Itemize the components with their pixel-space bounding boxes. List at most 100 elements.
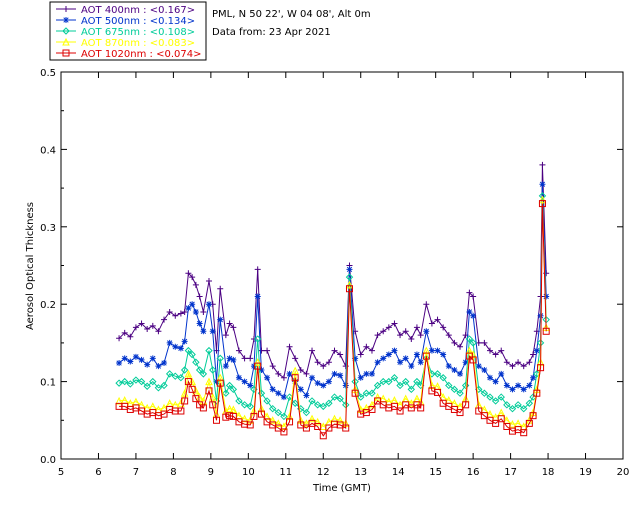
y-tick-label: 0.0	[40, 455, 56, 466]
data-point	[466, 289, 473, 296]
data-point	[177, 407, 185, 415]
data-point	[241, 378, 248, 385]
data-point	[189, 301, 196, 308]
data-point	[274, 419, 283, 427]
data-point	[177, 374, 185, 382]
series-1	[116, 161, 550, 381]
data-point	[445, 332, 452, 339]
data-point	[216, 373, 225, 382]
data-point	[216, 354, 224, 363]
y-tick-label: 0.1	[40, 378, 56, 389]
data-point	[291, 374, 299, 382]
data-point	[200, 308, 207, 315]
data-point	[368, 405, 376, 413]
data-point	[115, 396, 123, 405]
data-point	[475, 363, 482, 370]
data-point	[422, 354, 431, 363]
data-point	[434, 316, 441, 323]
data-point	[515, 382, 522, 389]
data-point	[480, 412, 488, 420]
data-point	[171, 372, 179, 380]
data-point	[433, 370, 442, 378]
data-point	[195, 392, 204, 401]
data-point	[235, 397, 243, 405]
data-point	[525, 399, 534, 407]
data-point	[308, 414, 316, 423]
data-point	[342, 424, 350, 432]
data-point	[462, 359, 469, 366]
data-point	[497, 415, 505, 423]
data-point	[188, 377, 196, 386]
series-layer	[115, 161, 551, 440]
data-point	[402, 328, 409, 335]
series-line	[118, 164, 547, 379]
data-point	[258, 366, 265, 373]
data-point	[319, 402, 327, 411]
data-point	[313, 401, 322, 409]
data-point	[62, 27, 70, 35]
data-point	[149, 322, 156, 329]
data-point	[205, 346, 213, 355]
legend-label: AOT 675nm : <0.108>	[81, 27, 195, 38]
data-point	[434, 347, 441, 354]
data-point	[368, 347, 375, 354]
data-point	[199, 370, 208, 378]
data-point	[542, 327, 550, 335]
series-line	[118, 184, 547, 398]
data-point	[132, 376, 140, 384]
data-point	[263, 397, 271, 405]
data-point	[451, 366, 458, 373]
data-point	[161, 316, 168, 323]
data-point	[292, 355, 299, 362]
data-point	[391, 347, 398, 354]
data-point	[226, 355, 233, 362]
series-line	[118, 195, 547, 418]
data-point	[225, 404, 234, 413]
data-point	[246, 421, 254, 429]
data-point	[533, 347, 540, 354]
data-point	[439, 374, 447, 382]
data-point	[62, 49, 70, 57]
data-point	[199, 396, 208, 405]
data-point	[154, 384, 163, 392]
data-point	[268, 416, 277, 424]
data-point	[336, 416, 344, 424]
data-point	[514, 401, 522, 409]
data-point	[457, 343, 464, 350]
data-point	[445, 363, 452, 370]
data-point	[320, 382, 327, 389]
x-tick-label: 8	[170, 467, 176, 478]
data-point	[325, 359, 332, 366]
data-point	[336, 394, 344, 403]
data-point	[380, 328, 387, 335]
data-point	[199, 404, 207, 412]
x-tick-label: 13	[354, 467, 367, 478]
series-3	[115, 192, 550, 421]
data-point	[451, 339, 458, 346]
data-point	[177, 310, 184, 317]
data-point	[509, 386, 516, 393]
data-point	[230, 324, 237, 331]
data-point	[337, 351, 344, 358]
data-point	[116, 360, 123, 367]
data-point	[241, 355, 248, 362]
data-point	[138, 356, 145, 363]
data-point	[63, 6, 69, 12]
data-point	[407, 399, 416, 407]
data-point	[177, 399, 185, 407]
data-point	[269, 363, 276, 370]
data-point	[520, 404, 528, 413]
data-point	[286, 343, 293, 350]
data-point	[413, 324, 420, 331]
data-point	[302, 408, 311, 417]
data-point	[185, 305, 192, 312]
data-point	[397, 359, 404, 366]
data-point	[440, 351, 447, 358]
data-point	[149, 377, 157, 386]
x-tick-label: 14	[392, 467, 405, 478]
data-point	[465, 346, 474, 355]
data-point	[390, 374, 399, 382]
data-point	[456, 389, 464, 397]
data-point	[291, 399, 299, 407]
data-point	[342, 382, 349, 389]
